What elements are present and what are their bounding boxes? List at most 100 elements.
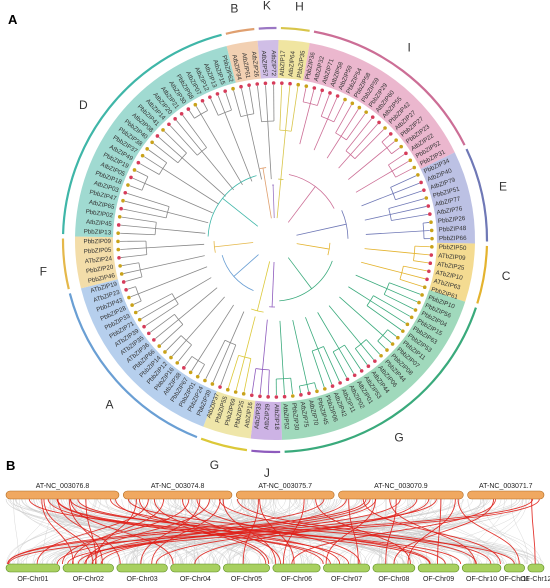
bottom-chromosome-label: OF-Chr01 <box>17 576 48 583</box>
tip-branch <box>205 340 226 379</box>
synteny-link <box>20 498 185 565</box>
tip-branch <box>365 339 381 355</box>
arabidopsis-marker <box>136 160 141 165</box>
clade-root-branch <box>276 179 282 219</box>
tip-branch <box>323 346 340 382</box>
pear-marker <box>116 239 120 244</box>
tip-branch <box>311 350 325 388</box>
tip-branch <box>265 85 269 122</box>
synteny-link <box>140 498 201 565</box>
gene-label: PbbZIP48 <box>438 225 466 234</box>
synteny-link <box>467 498 528 565</box>
arabidopsis-marker <box>429 253 434 257</box>
clade-band-C <box>429 242 475 302</box>
pear-marker <box>399 144 404 149</box>
pear-marker <box>145 147 149 151</box>
tip-branch <box>327 97 338 120</box>
clade-band-K <box>257 40 279 79</box>
synteny-link <box>57 498 350 565</box>
synteny-link <box>356 498 415 565</box>
internal-branch <box>348 286 371 302</box>
tip-branch <box>132 177 145 184</box>
clade-root-branch <box>222 197 259 227</box>
bottom-chromosome-bar <box>372 563 416 573</box>
arabidopsis-marker <box>255 82 260 86</box>
arabidopsis-marker <box>345 377 350 382</box>
internal-branch <box>140 255 205 271</box>
internal-branch <box>361 193 394 207</box>
clade-arc-G_big <box>284 307 477 453</box>
arabidopsis-marker <box>338 381 342 385</box>
bottom-chromosome-bar <box>62 563 114 573</box>
synteny-link <box>155 498 430 565</box>
top-chromosome-label: AT-NC_003076.8 <box>36 483 90 490</box>
gene-label: AtbZIP16 <box>244 401 255 428</box>
internal-branch <box>224 112 253 182</box>
tip-branch <box>414 245 430 248</box>
tip-branch <box>332 351 347 378</box>
arabidopsis-marker <box>186 107 191 111</box>
internal-branch <box>355 274 388 290</box>
tip-branch <box>198 364 205 376</box>
clade-label: J <box>264 466 270 480</box>
clade-root-branch <box>271 261 275 307</box>
clade-root-branch <box>256 261 271 311</box>
gene-label: AtbZIP17 <box>279 50 287 77</box>
tip-branch <box>381 134 390 143</box>
subclade-arc <box>413 246 416 261</box>
bottom-chromosome-bar <box>272 563 321 573</box>
tip-branch <box>285 85 291 131</box>
pear-marker <box>343 97 347 102</box>
synteny-link <box>61 498 190 565</box>
synteny-plot: AT-NC_003076.8 AT-NC_003074.8 AT-NC_003075… <box>5 483 550 583</box>
tip-branch <box>251 368 257 394</box>
internal-branch <box>305 317 319 350</box>
tip-branch <box>395 190 423 201</box>
gene-label: PbbZIP13 <box>83 228 111 236</box>
gene-label: ATbZIP24 <box>84 255 113 265</box>
panel-b-label: B <box>6 458 15 473</box>
arabidopsis-marker <box>258 394 262 399</box>
pear-marker <box>118 264 122 268</box>
tip-branch <box>390 175 417 188</box>
arabidopsis-marker <box>288 81 292 86</box>
arabidopsis-marker <box>388 132 393 136</box>
internal-branch <box>178 287 218 320</box>
gene-label: PbbZIP30 <box>290 403 300 432</box>
synteny-link <box>12 498 79 565</box>
internal-branch <box>364 248 415 254</box>
synteny-link <box>247 498 472 565</box>
pear-marker <box>422 285 427 290</box>
synteny-link <box>25 498 97 565</box>
synteny-link <box>169 498 517 565</box>
clade-label: C <box>502 269 511 283</box>
synteny-link <box>130 498 192 565</box>
tip-branch <box>120 254 147 258</box>
bottom-chromosome-label: OF-Chr08 <box>378 576 409 583</box>
panel-a-label: A <box>8 12 18 27</box>
tip-branch <box>370 300 406 324</box>
tip-branch <box>139 163 160 175</box>
bottom-chromosome-bar <box>223 563 270 573</box>
top-chromosome-label: AT-NC_003074.8 <box>151 483 205 490</box>
pear-marker <box>175 361 180 365</box>
tip-branch <box>389 282 421 295</box>
tip-branch <box>309 89 315 104</box>
gene-label: PbbZIP02 <box>85 208 114 219</box>
pear-marker <box>408 158 413 163</box>
synteny-link <box>57 498 121 565</box>
bottom-chromosome-label: OF-Chr10 <box>466 576 497 583</box>
pear-marker <box>304 84 309 88</box>
internal-branch <box>361 261 402 274</box>
clade-arc-I <box>313 30 466 146</box>
pear-marker <box>412 165 417 170</box>
clade-label: K <box>263 0 271 12</box>
clade-band-H <box>277 40 310 81</box>
tip-branch <box>338 348 355 374</box>
clade-band-J <box>250 400 282 440</box>
tip-branch <box>122 262 139 266</box>
gene-label: PbbZIP66 <box>439 235 467 242</box>
clade-root-arc <box>259 167 267 169</box>
tip-branch <box>382 335 392 344</box>
subclade-arc <box>180 335 192 346</box>
